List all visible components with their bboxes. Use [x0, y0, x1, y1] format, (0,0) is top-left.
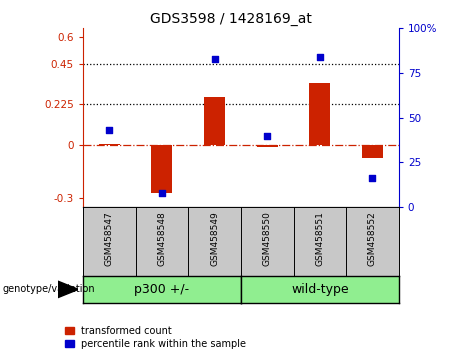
Point — [264, 133, 271, 138]
Text: GSM458548: GSM458548 — [157, 211, 166, 266]
Text: GSM458552: GSM458552 — [368, 211, 377, 266]
Point — [316, 54, 324, 60]
Text: GSM458549: GSM458549 — [210, 211, 219, 266]
Point — [106, 127, 113, 133]
Point — [158, 190, 165, 196]
Bar — [151, 144, 172, 193]
Point — [211, 56, 218, 62]
Text: GDS3598 / 1428169_at: GDS3598 / 1428169_at — [149, 12, 312, 27]
Text: GSM458547: GSM458547 — [105, 211, 114, 266]
Text: p300 +/-: p300 +/- — [134, 283, 189, 296]
Bar — [309, 83, 331, 144]
Text: GSM458550: GSM458550 — [263, 211, 272, 266]
Text: wild-type: wild-type — [291, 283, 349, 296]
Legend: transformed count, percentile rank within the sample: transformed count, percentile rank withi… — [65, 326, 246, 349]
Bar — [257, 144, 278, 147]
Bar — [204, 97, 225, 144]
Text: genotype/variation: genotype/variation — [2, 284, 95, 295]
Polygon shape — [58, 281, 78, 298]
Bar — [362, 144, 383, 158]
Point — [369, 176, 376, 181]
Text: GSM458551: GSM458551 — [315, 211, 325, 266]
